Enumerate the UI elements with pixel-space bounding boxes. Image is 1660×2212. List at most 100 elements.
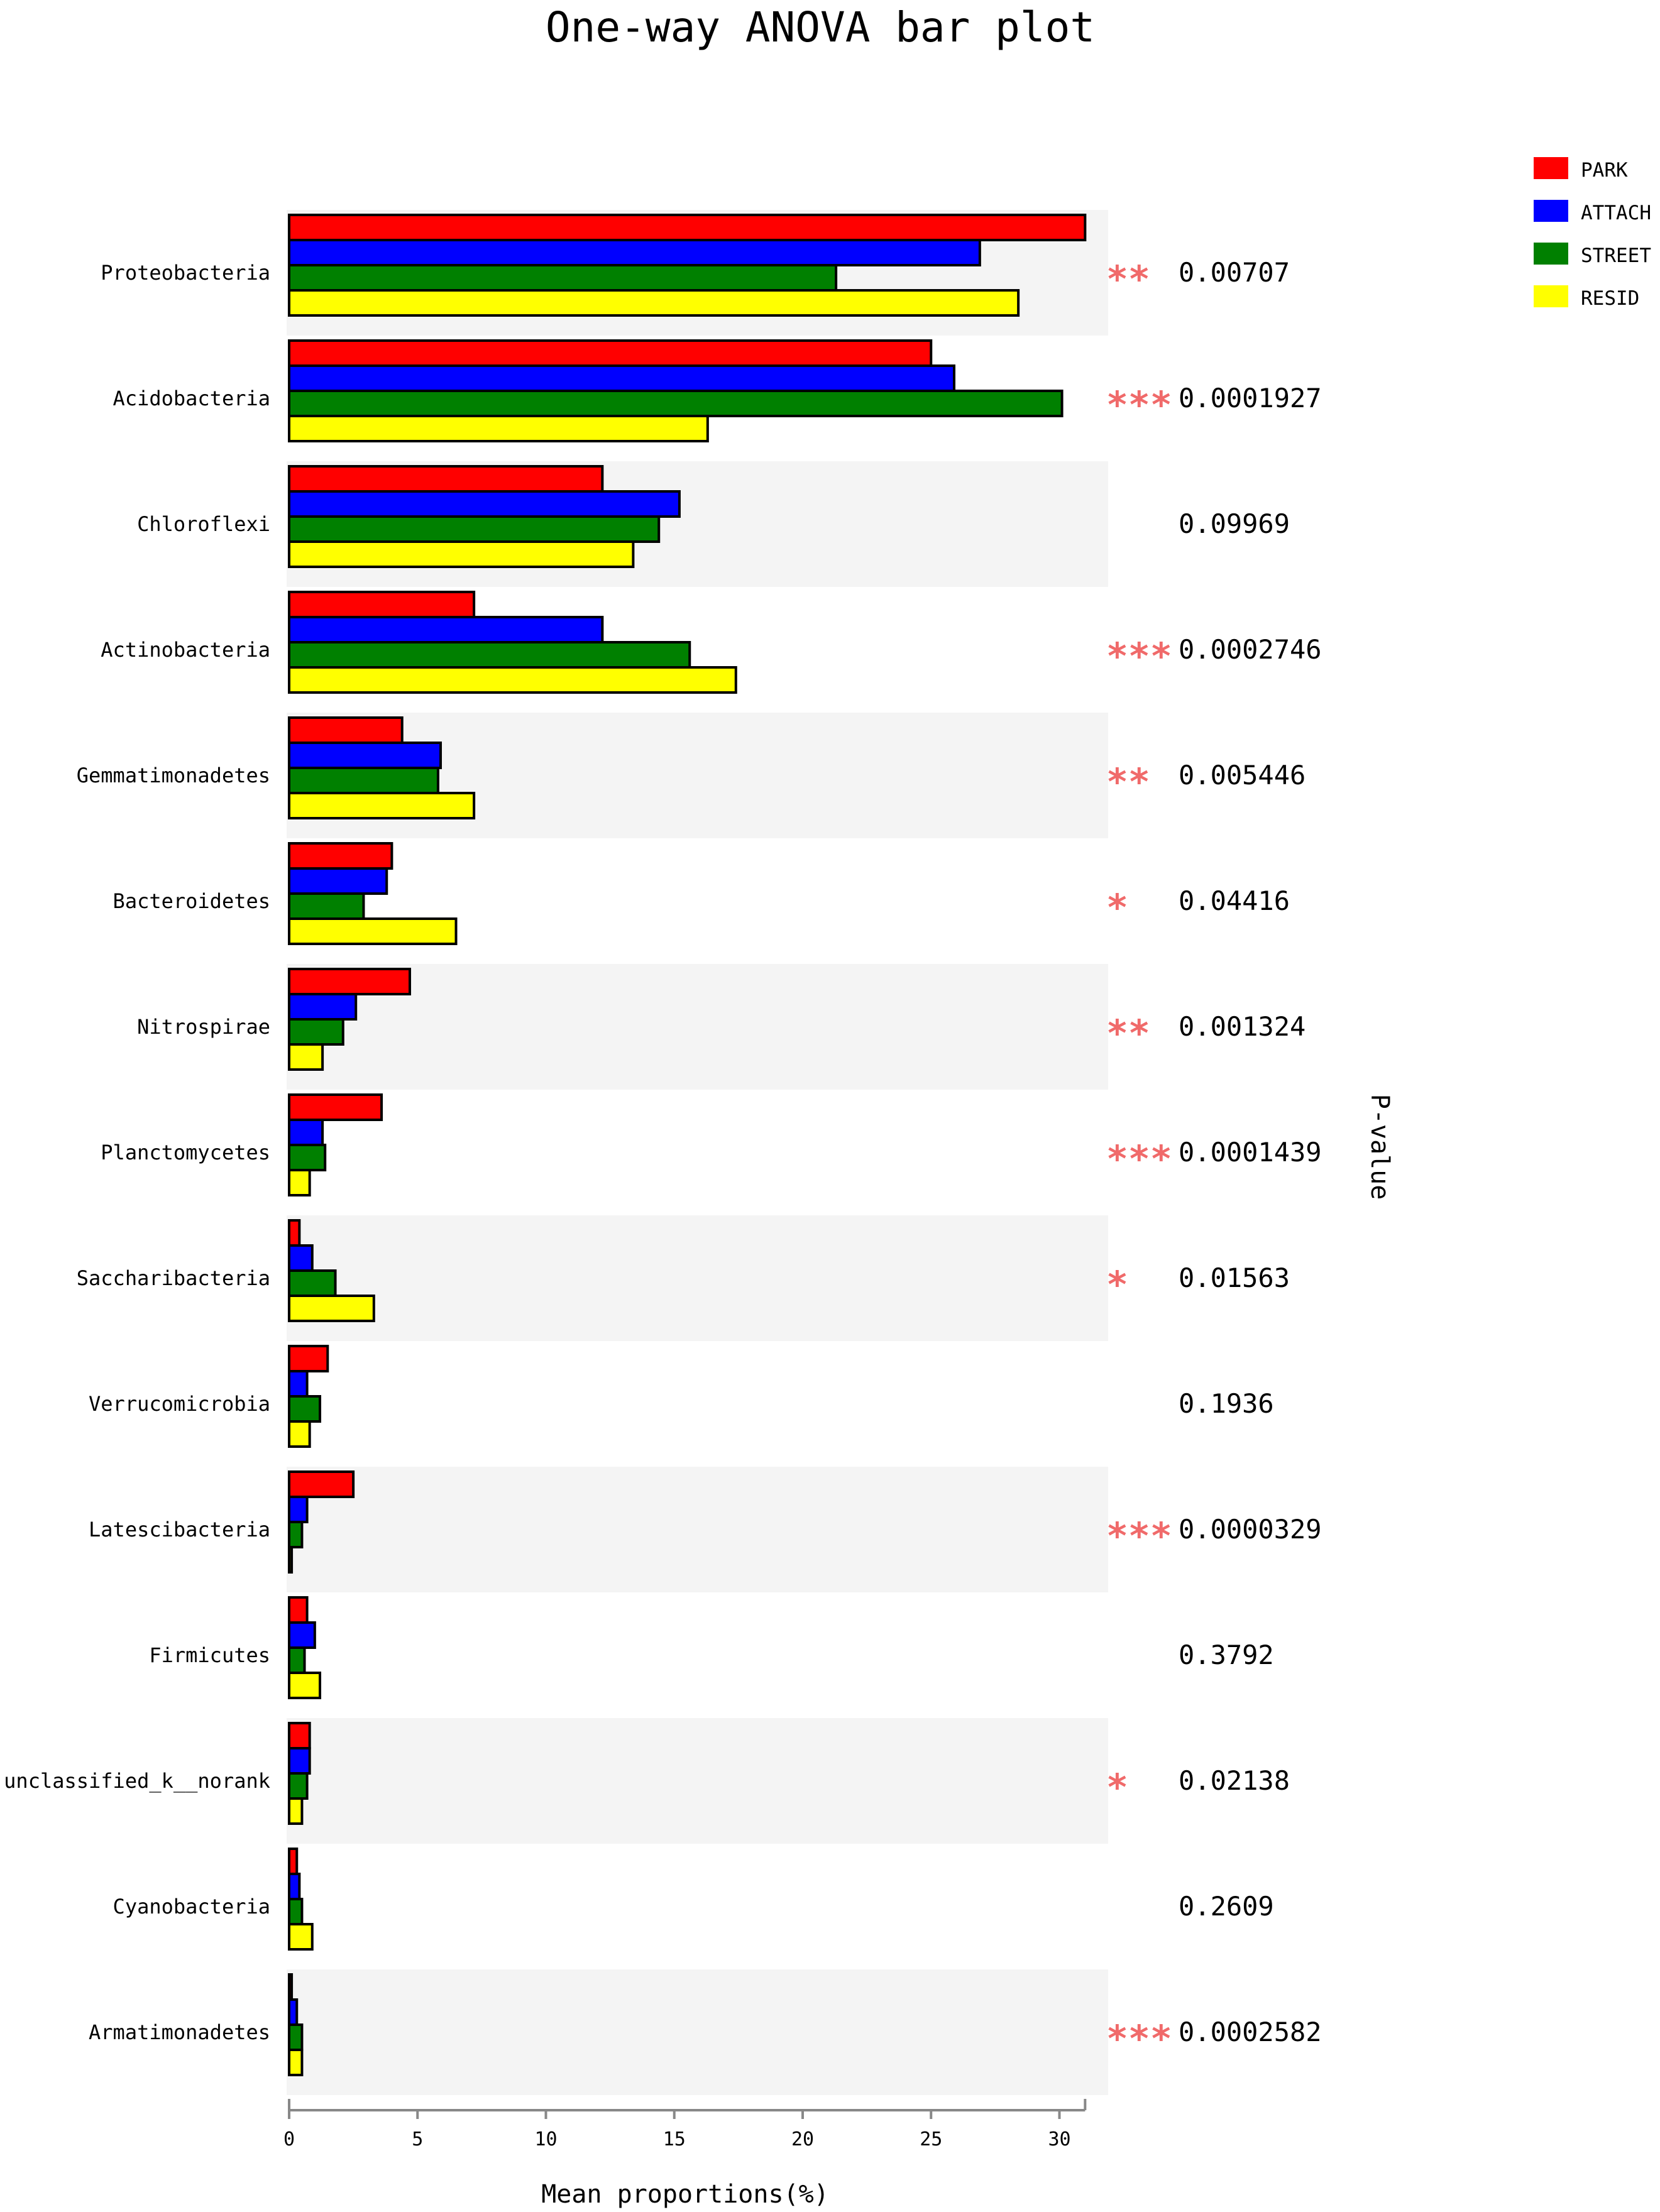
bar-street [288, 1772, 309, 1800]
p-value: 0.02138 [1179, 1765, 1290, 1796]
bar-attach [288, 364, 956, 392]
legend-label: ATTACH [1581, 202, 1651, 224]
bar-street [288, 390, 1064, 417]
bar-park [288, 1093, 383, 1121]
p-value: 0.0002746 [1179, 634, 1322, 665]
p-value: 0.04416 [1179, 885, 1290, 916]
legend: PARK ATTACH STREET RESID [1534, 157, 1651, 310]
significance-stars: * [1106, 886, 1128, 929]
x-axis: 0 5 10 15 20 25 30 [283, 2099, 1087, 2150]
x-tick-label: 15 [663, 2128, 686, 2150]
bar-resid [288, 1420, 311, 1448]
row-background [287, 1467, 1108, 1592]
category-label: Verrucomicrobia [89, 1392, 270, 1416]
significance-stars: *** [1106, 635, 1172, 677]
p-value-axis-label: P-value [1365, 1094, 1394, 1200]
legend-swatch-street [1534, 243, 1568, 265]
bar-street [288, 264, 838, 292]
p-value: 0.01563 [1179, 1262, 1290, 1293]
x-axis-label: Mean proportions(%) [541, 2180, 829, 2209]
bar-park [288, 1848, 299, 1875]
bar-street [288, 1269, 337, 1297]
bar-street [288, 1018, 344, 1046]
category-label: Armatimonadetes [89, 2020, 270, 2044]
bar-resid [288, 1797, 304, 1825]
bar-park [288, 465, 604, 493]
bar-resid [288, 917, 458, 945]
significance-stars: *** [1106, 383, 1172, 426]
bar-street [288, 1395, 322, 1423]
bar-park [288, 842, 393, 870]
row-backgrounds [287, 210, 1108, 2095]
bar-resid [288, 2049, 304, 2076]
p-value: 0.0001439 [1179, 1137, 1322, 1168]
p-value: 0.005446 [1179, 760, 1305, 791]
category-label: Firmicutes [149, 1643, 270, 1667]
category-label: Latescibacteria [89, 1518, 270, 1541]
row-background [287, 1718, 1108, 1844]
bar-street [288, 1898, 304, 1925]
category-label: Nitrospirae [137, 1015, 270, 1039]
bar-park [288, 1345, 329, 1372]
bar-attach [288, 1119, 324, 1146]
bar-park [288, 1219, 301, 1247]
bar-park [288, 1722, 311, 1749]
bar-attach [288, 490, 681, 518]
significance-stars: ** [1106, 760, 1150, 803]
bar-attach [288, 239, 981, 266]
bar-street [288, 641, 691, 669]
x-tick-label: 5 [412, 2128, 423, 2150]
x-tick-label: 20 [791, 2128, 814, 2150]
category-label: Proteobacteria [101, 261, 270, 285]
bar-street [288, 892, 365, 920]
p-value: 0.0001927 [1179, 383, 1322, 413]
p-value-labels: 0.00707 0.0001927 0.09969 0.0002746 0.005446… [1179, 257, 1322, 2047]
bar-street [288, 1144, 327, 1171]
x-tick-label: 10 [534, 2128, 557, 2150]
bar-attach [288, 1370, 309, 1398]
bar-attach [288, 1998, 299, 2026]
p-value: 0.2609 [1179, 1891, 1274, 1922]
bar-resid [288, 1672, 322, 1699]
category-label: Gemmatimonadetes [77, 764, 270, 787]
bar-park [288, 591, 476, 618]
legend-label: PARK [1581, 159, 1628, 182]
bar-resid [288, 1295, 375, 1322]
bar-park [288, 1470, 355, 1498]
bar-attach [288, 1244, 314, 1272]
category-label: Cyanobacteria [113, 1895, 270, 1919]
category-label: Saccharibacteria [77, 1266, 270, 1290]
bar-street [288, 515, 661, 543]
category-label: Bacteroidetes [113, 889, 270, 913]
bar-attach [288, 1621, 316, 1649]
p-value: 0.00707 [1179, 257, 1290, 288]
legend-swatch-attach [1534, 200, 1568, 222]
bar-resid [288, 1546, 294, 1574]
significance-stars: ** [1106, 1012, 1150, 1054]
p-value: 0.0000329 [1179, 1514, 1322, 1545]
category-label: Chloroflexi [137, 512, 270, 536]
bar-park [288, 339, 933, 367]
bar-park [288, 716, 404, 744]
legend-label: RESID [1581, 287, 1639, 310]
row-background [287, 1215, 1108, 1341]
p-value: 0.09969 [1179, 508, 1290, 539]
bar-resid [288, 289, 1020, 317]
bar-resid [288, 792, 476, 819]
p-value: 0.1936 [1179, 1388, 1274, 1419]
legend-label: STREET [1581, 244, 1651, 267]
bar-resid [288, 1043, 324, 1071]
legend-swatch-resid [1534, 285, 1568, 307]
bar-street [288, 767, 439, 794]
category-label: Actinobacteria [101, 638, 270, 662]
bar-park [288, 214, 1087, 241]
category-label: Planctomycetes [101, 1141, 270, 1164]
bar-attach [288, 1496, 309, 1523]
bar-attach [288, 616, 604, 643]
legend-swatch-park [1534, 157, 1568, 179]
significance-stars: * [1106, 1263, 1128, 1306]
bar-resid [288, 540, 635, 568]
row-background [287, 964, 1108, 1090]
bar-attach [288, 993, 358, 1021]
x-tick-label: 30 [1048, 2128, 1070, 2150]
